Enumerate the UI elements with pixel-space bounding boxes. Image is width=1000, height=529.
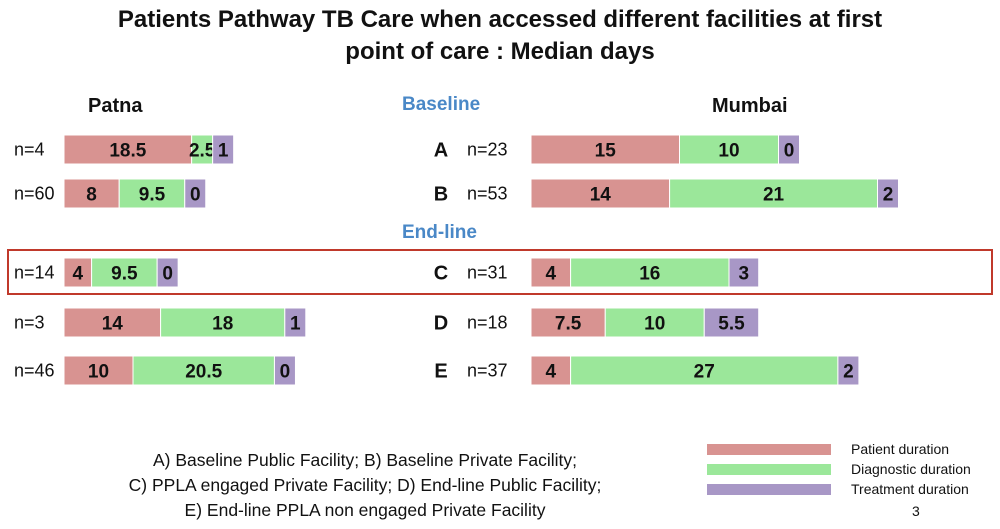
bar-label-mumbai-d-patient: 7.5 — [555, 314, 582, 335]
n-label-patna-c: n=14 — [14, 263, 55, 283]
bar-label-patna-e-diagnostic: 20.5 — [185, 362, 222, 383]
legend-label-treatment: Treatment duration — [851, 481, 969, 497]
bar-patna-e-treatment — [273, 355, 296, 386]
footnote-line-3: E) End-line PPLA non engaged Private Fac… — [184, 500, 546, 520]
bar-mumbai-a-patient — [530, 134, 680, 165]
bar-mumbai-a-diagnostic — [679, 134, 779, 165]
bar-label-mumbai-a-treatment: 0 — [784, 141, 795, 162]
panel-title-patna: Patna — [88, 95, 143, 117]
bar-patna-c-diagnostic — [91, 257, 158, 288]
bar-patna-e-diagnostic — [132, 355, 275, 386]
bar-label-mumbai-b-diagnostic: 21 — [763, 185, 785, 206]
n-label-patna-d: n=3 — [14, 313, 45, 333]
category-label-c: C — [434, 263, 448, 285]
bar-label-patna-a-patient: 18.5 — [109, 141, 146, 162]
bar-label-mumbai-a-patient: 15 — [595, 141, 617, 162]
panel-title-mumbai: Mumbai — [712, 95, 788, 117]
bar-label-mumbai-e-diagnostic: 27 — [694, 362, 715, 383]
bar-mumbai-c-patient — [530, 257, 572, 288]
bar-label-mumbai-a-diagnostic: 10 — [718, 141, 739, 162]
bar-mumbai-c-treatment — [728, 257, 760, 288]
bar-mumbai-d-treatment — [703, 307, 760, 338]
section-label-endline: End-line — [402, 222, 477, 243]
bar-label-patna-b-diagnostic: 9.5 — [139, 185, 166, 206]
bar-label-mumbai-b-treatment: 2 — [883, 185, 894, 206]
bar-mumbai-e-treatment — [837, 355, 860, 386]
category-label-d: D — [434, 313, 448, 335]
bar-patna-d-treatment — [284, 307, 307, 338]
bar-label-mumbai-e-patient: 4 — [546, 362, 557, 383]
bar-label-patna-b-patient: 8 — [86, 185, 97, 206]
bar-label-mumbai-e-treatment: 2 — [843, 362, 854, 383]
n-label-patna-e: n=46 — [14, 361, 55, 381]
bar-label-patna-e-treatment: 0 — [280, 362, 291, 383]
bar-label-mumbai-b-patient: 14 — [590, 185, 612, 206]
bar-label-patna-e-patient: 10 — [88, 362, 109, 383]
bar-label-mumbai-d-treatment: 5.5 — [718, 314, 745, 335]
bar-label-patna-a-treatment: 1 — [218, 141, 229, 162]
bar-label-patna-d-treatment: 1 — [290, 314, 301, 335]
category-label-e: E — [434, 361, 447, 383]
slide-title-line-2: point of care : Median days — [345, 38, 655, 65]
bar-label-patna-a-diagnostic: 2.5 — [189, 141, 216, 162]
bar-patna-c-treatment — [156, 257, 179, 288]
category-label-b: B — [434, 184, 448, 206]
bar-mumbai-b-treatment — [877, 178, 899, 209]
bar-label-patna-c-diagnostic: 9.5 — [111, 264, 138, 285]
n-label-mumbai-a: n=23 — [467, 140, 508, 160]
page-number: 3 — [912, 503, 920, 519]
legend-label-patient: Patient duration — [851, 441, 950, 457]
bar-label-mumbai-c-treatment: 3 — [739, 264, 750, 285]
n-label-patna-a: n=4 — [14, 140, 45, 160]
n-label-mumbai-c: n=31 — [467, 263, 508, 283]
bar-mumbai-c-diagnostic — [570, 257, 730, 288]
bar-mumbai-e-patient — [530, 355, 572, 386]
bar-patna-b-diagnostic — [118, 178, 186, 209]
bar-label-patna-c-patient: 4 — [73, 264, 84, 285]
footnote-line-1: A) Baseline Public Facility; B) Baseline… — [152, 450, 578, 470]
n-label-mumbai-e: n=37 — [467, 361, 508, 381]
legend-label-diagnostic: Diagnostic duration — [851, 461, 971, 477]
bar-label-mumbai-d-diagnostic: 10 — [644, 314, 665, 335]
n-label-mumbai-b: n=53 — [467, 184, 508, 204]
bar-label-mumbai-c-patient: 4 — [546, 264, 557, 285]
bar-label-patna-d-diagnostic: 18 — [212, 314, 233, 335]
bar-mumbai-b-diagnostic — [669, 178, 878, 209]
bar-label-mumbai-c-diagnostic: 16 — [639, 264, 660, 285]
bar-mumbai-d-patient — [530, 307, 606, 338]
bar-mumbai-b-patient — [530, 178, 671, 209]
legend-swatch-treatment — [707, 484, 831, 495]
bar-patna-b-treatment — [184, 178, 207, 209]
bar-mumbai-a-treatment — [778, 134, 800, 165]
bar-label-patna-d-patient: 14 — [102, 314, 124, 335]
bar-mumbai-d-diagnostic — [604, 307, 705, 338]
section-label-baseline: Baseline — [402, 94, 481, 115]
bar-mumbai-e-diagnostic — [570, 355, 839, 386]
legend-swatch-diagnostic — [707, 464, 831, 475]
n-label-patna-b: n=60 — [14, 184, 55, 204]
bar-patna-a-treatment — [212, 134, 235, 165]
bar-patna-a-patient — [63, 134, 193, 165]
slide-title-line-1: Patients Pathway TB Care when accessed d… — [117, 6, 883, 33]
n-label-mumbai-d: n=18 — [467, 313, 508, 333]
bar-label-patna-b-treatment: 0 — [190, 185, 201, 206]
legend-swatch-patient — [707, 444, 831, 455]
category-label-a: A — [434, 140, 448, 162]
bar-patna-d-patient — [63, 307, 162, 338]
footnote-line-2: C) PPLA engaged Private Facility; D) End… — [128, 475, 602, 495]
bar-patna-d-diagnostic — [160, 307, 286, 338]
bar-patna-e-patient — [63, 355, 134, 386]
highlight-box-row-c — [7, 249, 993, 295]
bar-label-patna-c-treatment: 0 — [162, 264, 173, 285]
